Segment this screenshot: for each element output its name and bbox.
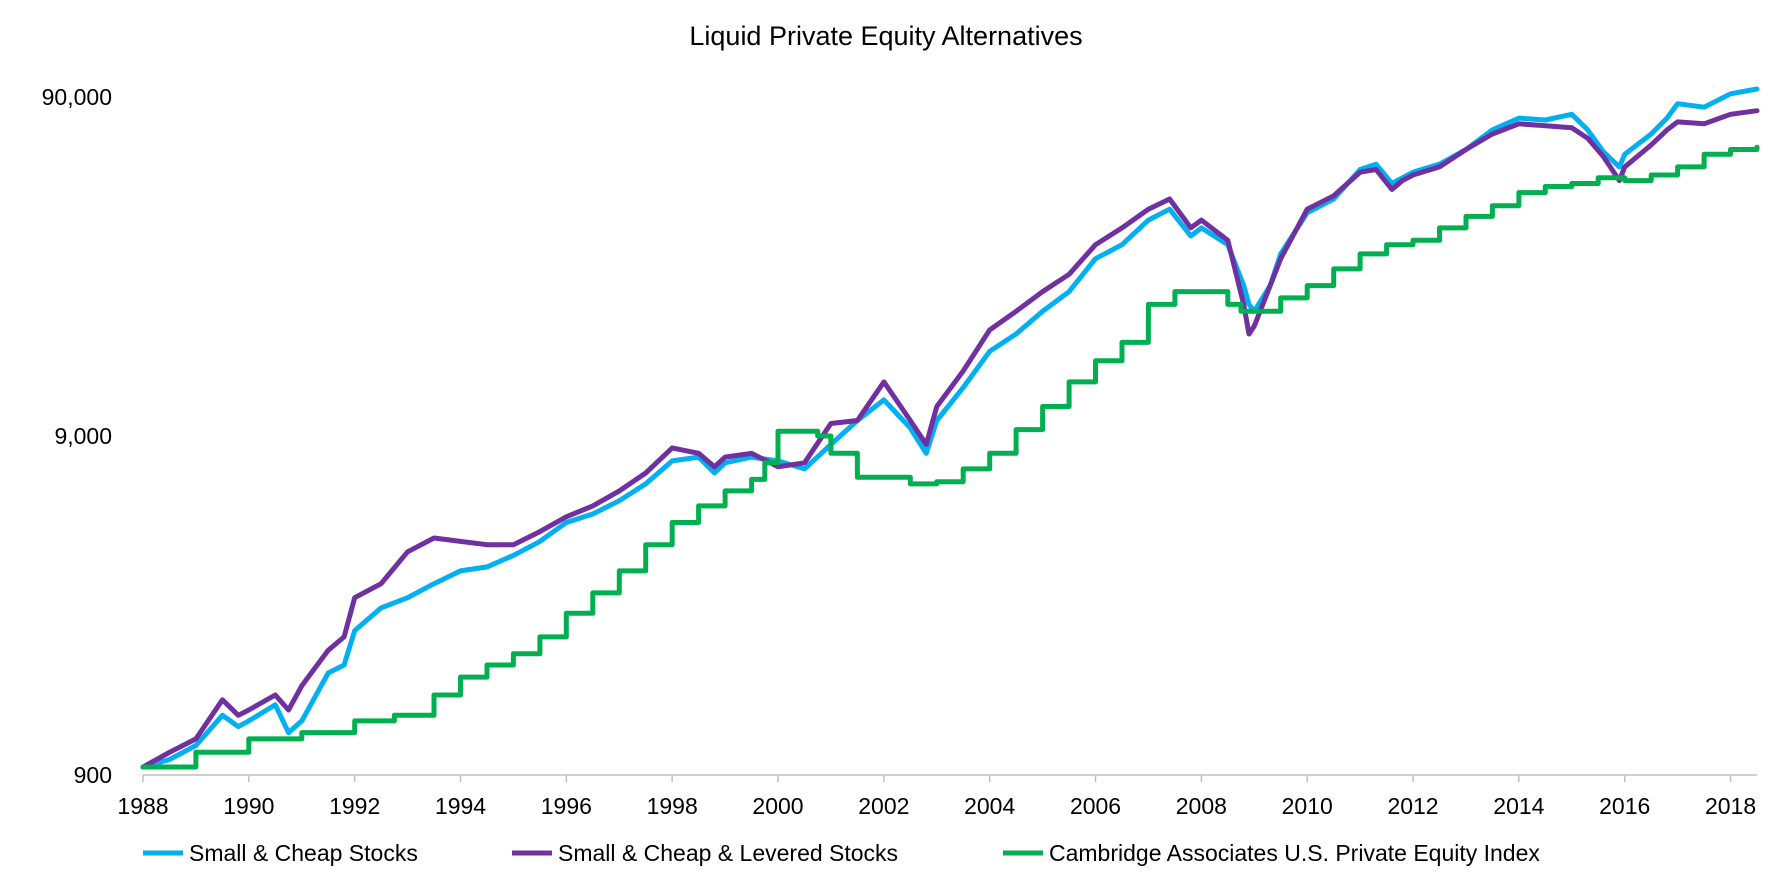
x-tick-label: 1996	[541, 793, 592, 819]
series-line-3	[140, 144, 1760, 770]
series-line-1	[140, 86, 1760, 770]
x-tick-label: 2006	[1070, 793, 1121, 819]
x-tick-label: 2000	[752, 793, 803, 819]
legend-label-2: Small & Cheap & Levered Stocks	[558, 840, 898, 866]
x-tick-label: 1994	[435, 793, 486, 819]
x-tick-label: 1992	[329, 793, 380, 819]
x-tick-label: 2016	[1599, 793, 1650, 819]
chart-title: Liquid Private Equity Alternatives	[689, 21, 1082, 51]
x-tick-label: 1990	[223, 793, 274, 819]
x-tick-label: 2008	[1176, 793, 1227, 819]
plot-area	[140, 86, 1760, 770]
y-tick-label: 900	[74, 762, 112, 788]
legend: Small & Cheap Stocks Small & Cheap & Leve…	[143, 840, 1540, 866]
x-tick-label: 2004	[964, 793, 1015, 819]
y-tick-label: 90,000	[42, 84, 112, 110]
x-tick-label: 2018	[1705, 793, 1756, 819]
legend-label-1: Small & Cheap Stocks	[189, 840, 418, 866]
x-axis-tick-labels: 1988 1990 1992 1994 1996 1998 2000 2002 2004 2006…	[117, 775, 1756, 819]
x-tick-label: 2002	[858, 793, 909, 819]
x-tick-label: 1988	[117, 793, 168, 819]
y-tick-label: 9,000	[54, 423, 112, 449]
legend-label-3: Cambridge Associates U.S. Private Equity…	[1049, 840, 1540, 866]
x-tick-label: 2012	[1387, 793, 1438, 819]
x-tick-label: 2010	[1282, 793, 1333, 819]
y-axis-tick-labels: 900 9,000 90,000	[42, 84, 112, 788]
series-line-2	[140, 108, 1760, 770]
x-tick-label: 2014	[1493, 793, 1544, 819]
x-tick-label: 1998	[647, 793, 698, 819]
